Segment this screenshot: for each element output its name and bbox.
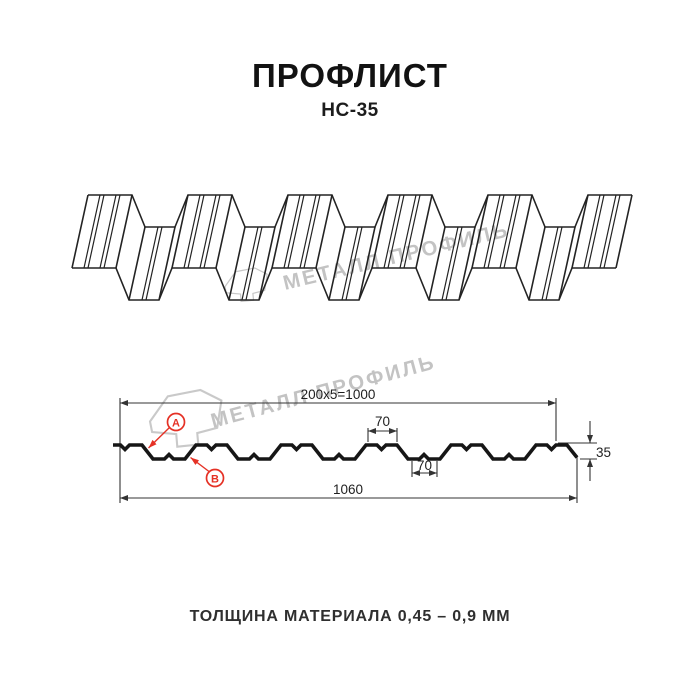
sheet-3d-drawing bbox=[71, 194, 633, 301]
extension-lines bbox=[367, 428, 398, 442]
callout-a-leader bbox=[148, 426, 170, 449]
dimension-height bbox=[558, 421, 597, 481]
sheet-3d-fold-lines-valley bbox=[128, 226, 576, 301]
page-title: ПРОФЛИСТ bbox=[252, 57, 448, 94]
material-thickness-caption: ТОЛЩИНА МАТЕРИАЛА 0,45 – 0,9 ММ bbox=[189, 608, 511, 625]
callout-a-label: А bbox=[172, 418, 180, 430]
metall-profil-logo-icon bbox=[148, 388, 223, 448]
sheet-3d-crest-grooves bbox=[83, 194, 621, 269]
callout-b: В bbox=[190, 456, 225, 488]
sheet-3d-front-edge bbox=[72, 267, 616, 301]
dimension-top-width-value: 200x5=1000 bbox=[301, 387, 376, 402]
sheet-3d-fold-lines-crest bbox=[71, 194, 633, 269]
dimension-overall-width-value: 1060 bbox=[333, 482, 363, 497]
dimension-overall-width bbox=[120, 455, 578, 503]
dimension-valley-width-value: 70 bbox=[417, 458, 432, 473]
watermark-logo-section bbox=[148, 388, 223, 448]
profile-model-subtitle: НС-35 bbox=[321, 100, 379, 121]
dimension-top-width bbox=[119, 398, 557, 503]
dimension-height-value: 35 bbox=[596, 445, 611, 460]
callout-a: А bbox=[148, 412, 186, 449]
callout-b-label: В bbox=[211, 474, 219, 486]
callout-a-circle bbox=[166, 412, 186, 432]
dimension-crest-width-value: 70 bbox=[375, 414, 390, 429]
dimension-valley-width bbox=[411, 461, 438, 477]
section-profile-outline bbox=[113, 443, 579, 461]
dimension-crest-width bbox=[367, 428, 398, 442]
callout-b-leader bbox=[190, 456, 210, 473]
callout-b-circle bbox=[205, 468, 225, 488]
sheet-3d-valley-grooves bbox=[141, 226, 563, 301]
cross-section-drawing: 200x5=1000 70 70 1060 bbox=[113, 387, 611, 503]
sheet-3d-back-edge bbox=[88, 194, 632, 228]
